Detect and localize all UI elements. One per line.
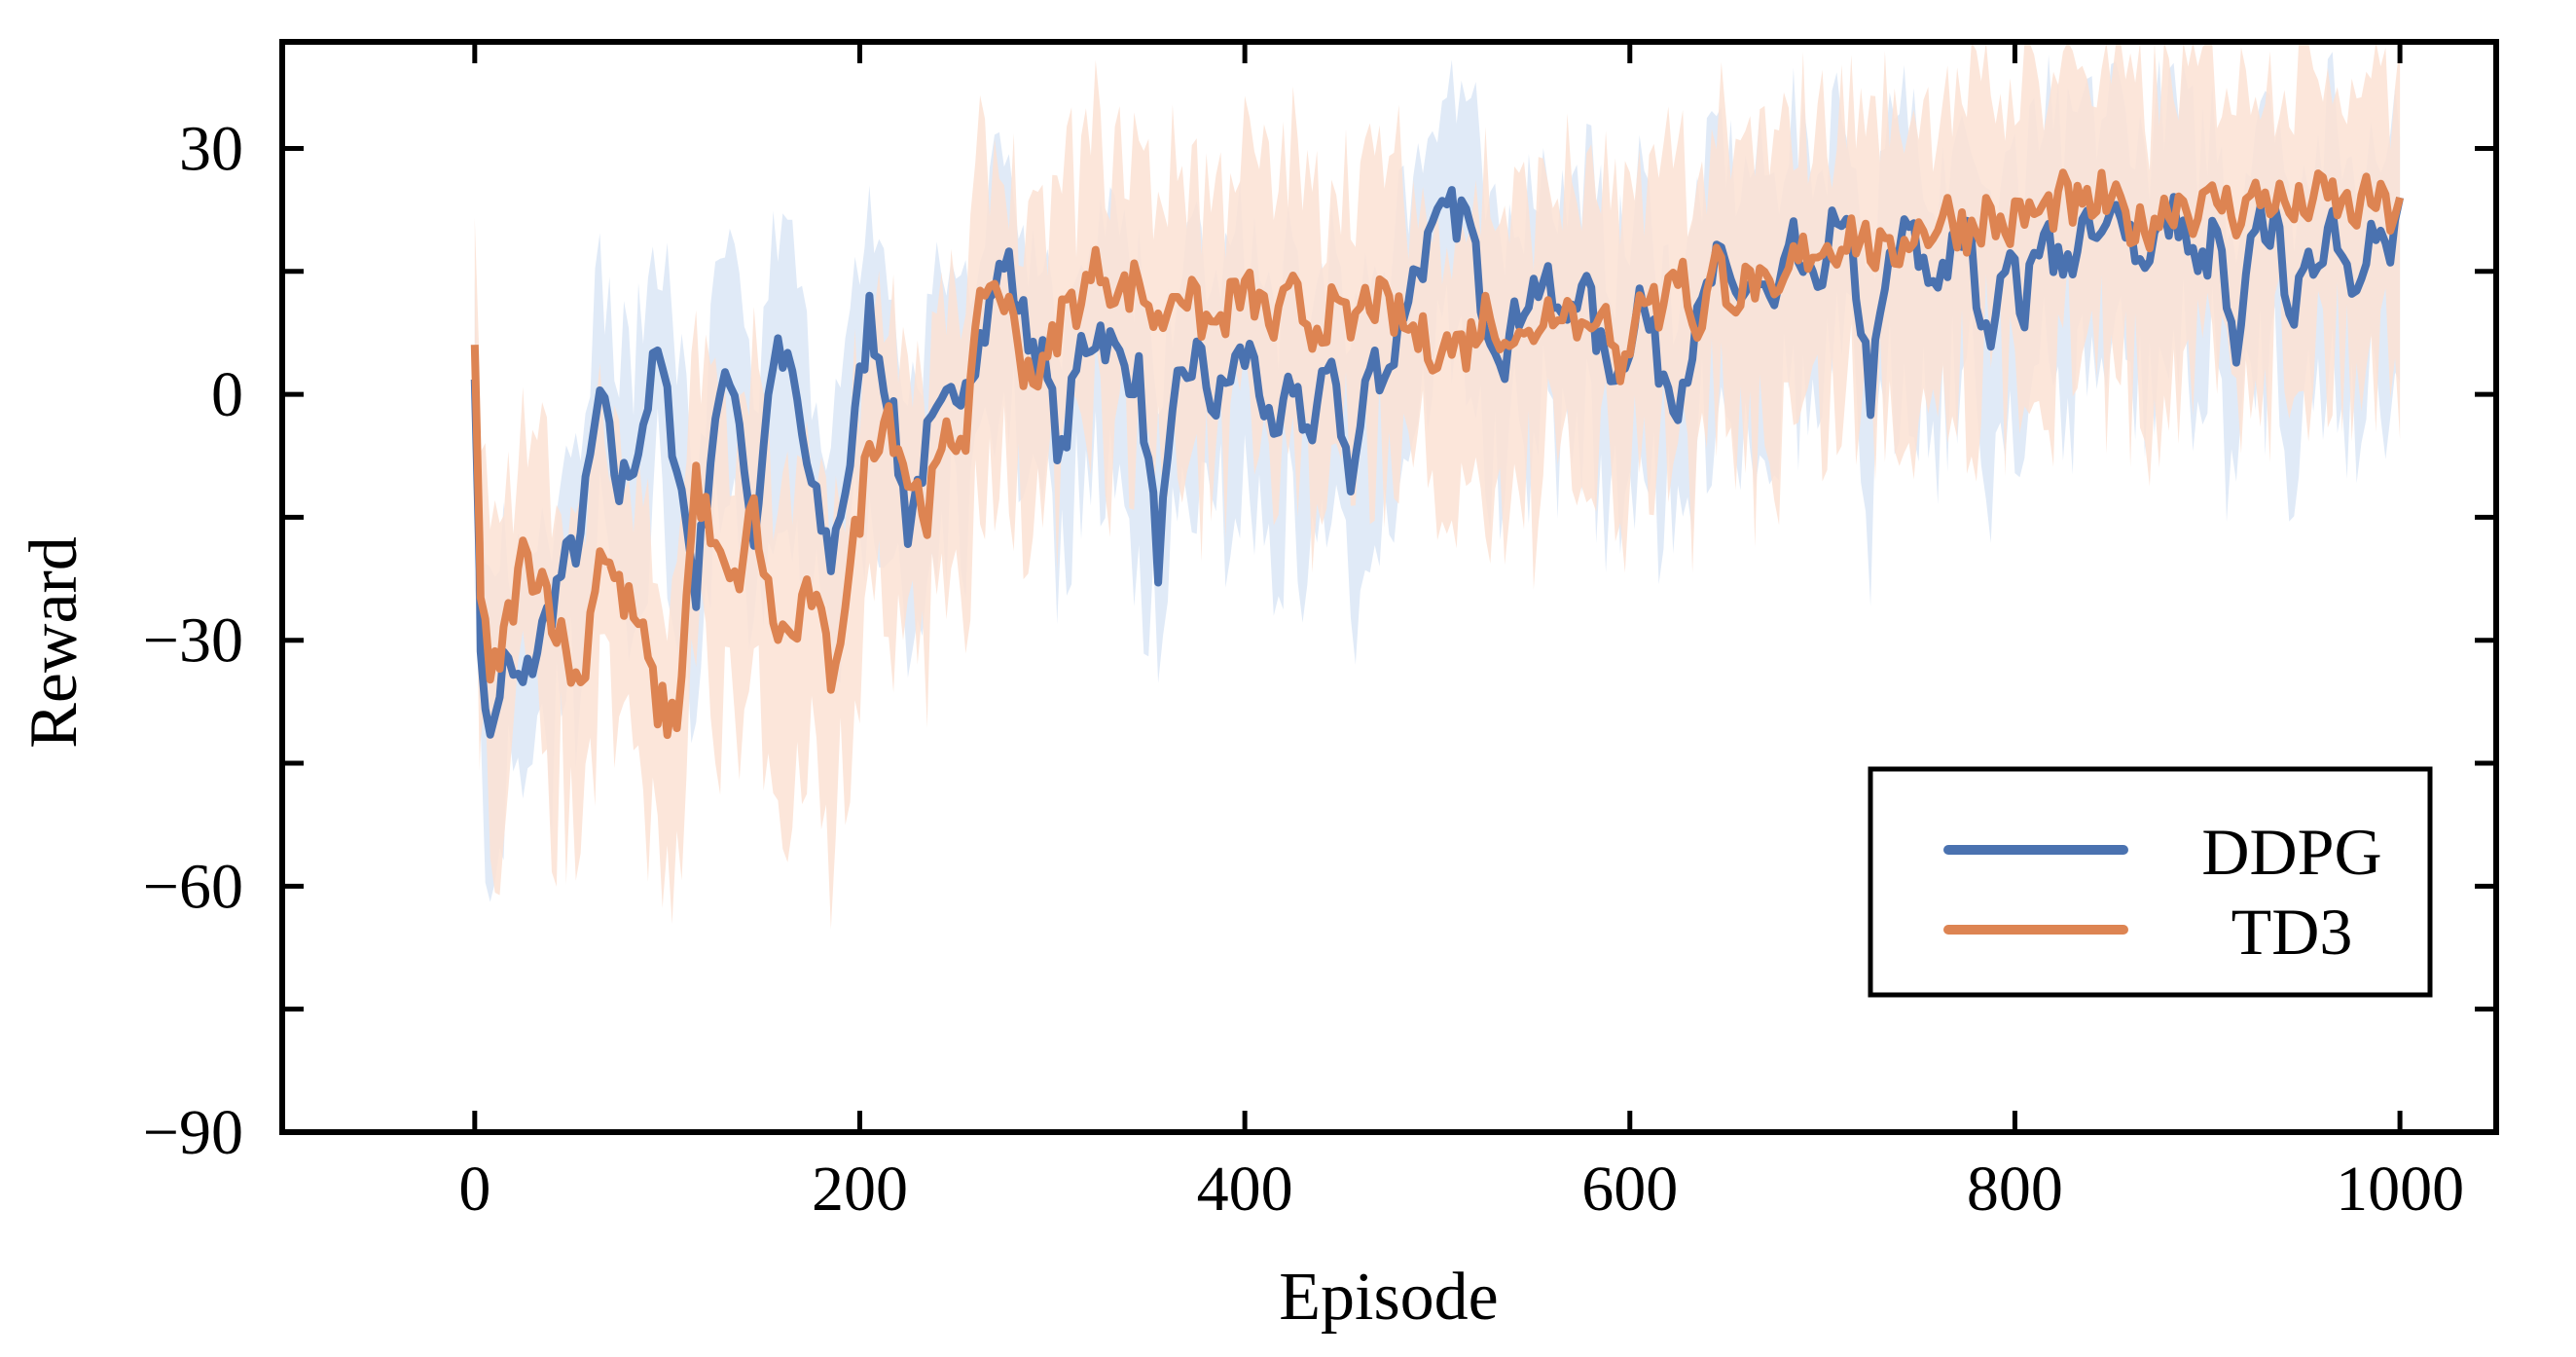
legend: DDPG TD3	[1868, 766, 2433, 998]
x-tick-label: 200	[812, 1154, 908, 1225]
x-tick-label: 0	[458, 1154, 490, 1225]
plot-frame	[279, 39, 2499, 1135]
axis-ticks	[282, 42, 2496, 1135]
legend-label-ddpg: DDPG	[2201, 815, 2381, 889]
legend-label-td3: TD3	[2231, 895, 2353, 969]
y-tick-label: −30	[143, 605, 243, 677]
y-axis-title: Reward	[17, 536, 91, 749]
tick-labels: 0 200 400 600 800 1000 −90 −60 −30 0 30	[143, 113, 2464, 1225]
y-tick-label: −60	[143, 851, 243, 922]
series-line-td3	[470, 168, 2404, 740]
x-axis-title: Episode	[1279, 1260, 1499, 1335]
x-tick-label: 800	[1967, 1154, 2063, 1225]
series-lines	[470, 168, 2405, 740]
x-tick-label: 1000	[2336, 1154, 2464, 1225]
series-line-ddpg	[470, 186, 2405, 739]
legend-box	[1868, 766, 2433, 998]
y-tick-label: 0	[211, 359, 243, 430]
x-tick-label: 600	[1581, 1154, 1678, 1225]
y-tick-label: 30	[179, 113, 243, 184]
x-tick-label: 400	[1197, 1154, 1293, 1225]
y-tick-label: −90	[143, 1097, 243, 1168]
